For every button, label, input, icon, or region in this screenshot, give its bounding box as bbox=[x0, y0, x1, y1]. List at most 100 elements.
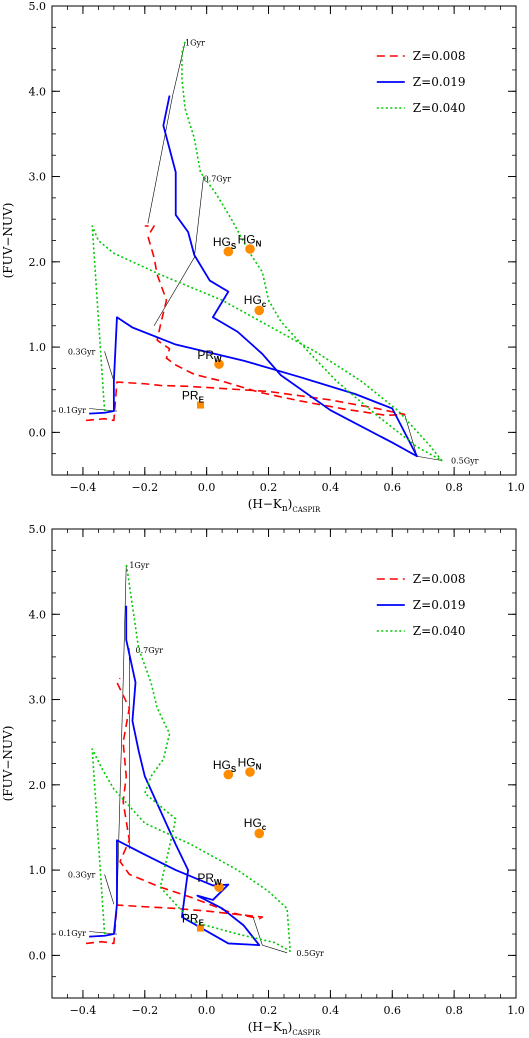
y-tick-label: 1.0 bbox=[29, 864, 47, 877]
object-label-sub: W bbox=[214, 355, 222, 364]
object-marker-circle bbox=[223, 246, 234, 257]
object-marker-circle bbox=[214, 882, 224, 892]
isochrone-label: 1Gyr bbox=[129, 561, 149, 570]
object-marker-square bbox=[196, 924, 204, 932]
y-axis-label: (FUV−NUV) bbox=[1, 203, 15, 279]
x-tick-label: 0.8 bbox=[445, 1004, 463, 1017]
y-tick-label: 0.0 bbox=[29, 426, 47, 439]
object-label: HGS bbox=[213, 758, 237, 774]
isochrone-label: 0.1Gyr bbox=[59, 929, 87, 938]
x-tick-label: 0.8 bbox=[445, 481, 463, 494]
y-axis-label: (FUV−NUV) bbox=[1, 726, 15, 802]
object-label-sub: N bbox=[256, 240, 262, 249]
y-tick-label: 0.0 bbox=[29, 949, 47, 962]
series-line-3 bbox=[91, 41, 443, 462]
legend-label-1: Z=0.008 bbox=[413, 49, 466, 63]
x-tick-label: −0.4 bbox=[70, 1004, 97, 1017]
object-label-main: HG bbox=[213, 235, 231, 249]
isochrone-label: 0.3Gyr bbox=[68, 347, 96, 356]
x-tick-label: 1.0 bbox=[507, 481, 525, 494]
object-label-sub: S bbox=[231, 242, 237, 251]
y-tick-label: 4.0 bbox=[29, 85, 47, 98]
object-label: HGN bbox=[238, 233, 262, 249]
y-tick-label: 5.0 bbox=[29, 523, 47, 536]
x-tick-label: 0.0 bbox=[198, 1004, 216, 1017]
object-label-main: HG bbox=[238, 233, 256, 247]
x-tick-label: −0.2 bbox=[131, 1004, 158, 1017]
object-label-main: PR bbox=[182, 912, 199, 926]
x-tick-label: 0.2 bbox=[260, 1004, 278, 1017]
object-marker-circle bbox=[245, 244, 255, 254]
object-label-main: PR bbox=[197, 348, 214, 362]
object-label-sub: W bbox=[214, 878, 222, 887]
object-label-main: HG bbox=[244, 293, 262, 307]
object-label: PRE bbox=[182, 389, 205, 405]
object-label: HGN bbox=[238, 756, 262, 772]
object-marker-circle bbox=[214, 359, 224, 369]
x-axis-label: (H−Kn)CASPIR bbox=[248, 497, 321, 514]
chart-panel-bottom: −0.4 −0.2 0.0 0.2 0.4 0.6 0.8 1.0 0.0 1.0 2.0 3.0 4.… bbox=[1, 523, 525, 1037]
isochrone-line bbox=[116, 564, 127, 905]
series-line-3 bbox=[91, 562, 291, 952]
x-tick-label: 0.6 bbox=[384, 481, 402, 494]
x-tick-label: −0.2 bbox=[131, 481, 158, 494]
series-line-2 bbox=[89, 605, 261, 947]
object-label: HGS bbox=[213, 235, 237, 251]
series-line-2 bbox=[89, 95, 418, 458]
object-label-sub: E bbox=[199, 919, 205, 928]
object-label: PRE bbox=[182, 912, 205, 928]
y-tick-label: 4.0 bbox=[29, 608, 47, 621]
x-axis-label-part: CASPIR bbox=[292, 506, 321, 514]
object-label-main: HG bbox=[213, 758, 231, 772]
x-tick-label: 0.4 bbox=[322, 1004, 340, 1017]
object-marker-circle bbox=[223, 769, 234, 780]
isochrone-label: 0.1Gyr bbox=[59, 406, 87, 415]
isochrone-label: 0.5Gyr bbox=[451, 457, 479, 466]
x-tick-label: 0.2 bbox=[260, 481, 278, 494]
x-axis-label-part: (H−K bbox=[248, 497, 283, 511]
x-tick-label: 1.0 bbox=[507, 1004, 525, 1017]
isochrone-line bbox=[252, 916, 288, 954]
isochrone-line bbox=[104, 874, 115, 905]
x-tick-label: 0.4 bbox=[322, 481, 340, 494]
object-label-sub: c bbox=[262, 300, 267, 309]
object-marker-circle bbox=[245, 767, 255, 777]
isochrone-label: 1Gyr bbox=[185, 39, 205, 48]
isochrone-label: 0.5Gyr bbox=[296, 949, 324, 958]
series-line-1 bbox=[85, 677, 264, 945]
y-tick-label: 3.0 bbox=[29, 694, 47, 707]
x-axis-label-part: n bbox=[282, 1027, 288, 1037]
legend-label-1: Z=0.008 bbox=[413, 572, 466, 586]
object-label-main: HG bbox=[244, 816, 262, 830]
legend-label-2: Z=0.019 bbox=[413, 75, 466, 89]
object-label-sub: E bbox=[199, 396, 205, 405]
object-label-sub: N bbox=[256, 763, 262, 772]
isochrone-line bbox=[147, 42, 186, 224]
isochrone-label: 0.7Gyr bbox=[136, 646, 164, 655]
x-axis-label: (H−Kn)CASPIR bbox=[248, 1020, 321, 1037]
x-tick-label: 0.0 bbox=[198, 481, 216, 494]
chart-panel-top: −0.4 −0.2 0.0 0.2 0.4 0.6 0.8 1.0 0.0 1.0 2.0 3.0 4.… bbox=[1, 0, 525, 514]
object-marker-square bbox=[196, 401, 204, 409]
x-tick-label: 0.6 bbox=[384, 1004, 402, 1017]
x-axis-label-part: (H−K bbox=[248, 1020, 283, 1034]
object-label-main: HG bbox=[238, 756, 256, 770]
object-marker-circle bbox=[254, 828, 265, 839]
isochrone-line bbox=[104, 351, 115, 382]
y-tick-label: 2.0 bbox=[29, 256, 47, 269]
isochrone-label: 0.3Gyr bbox=[68, 870, 96, 879]
legend-label-3: Z=0.040 bbox=[413, 624, 466, 638]
object-label-sub: S bbox=[231, 765, 237, 774]
x-tick-label: −0.4 bbox=[70, 481, 97, 494]
x-axis-label-part: CASPIR bbox=[292, 1029, 321, 1037]
y-tick-label: 5.0 bbox=[29, 0, 47, 13]
series-line-1 bbox=[85, 225, 406, 422]
object-label-sub: c bbox=[262, 823, 267, 832]
object-label: PRW bbox=[197, 871, 222, 887]
object-marker-circle bbox=[254, 305, 265, 316]
x-axis-label-part: n bbox=[282, 504, 288, 514]
object-label: HGc bbox=[244, 293, 267, 309]
object-label: PRW bbox=[197, 348, 222, 364]
x-axis-label-part: ) bbox=[288, 1020, 293, 1034]
